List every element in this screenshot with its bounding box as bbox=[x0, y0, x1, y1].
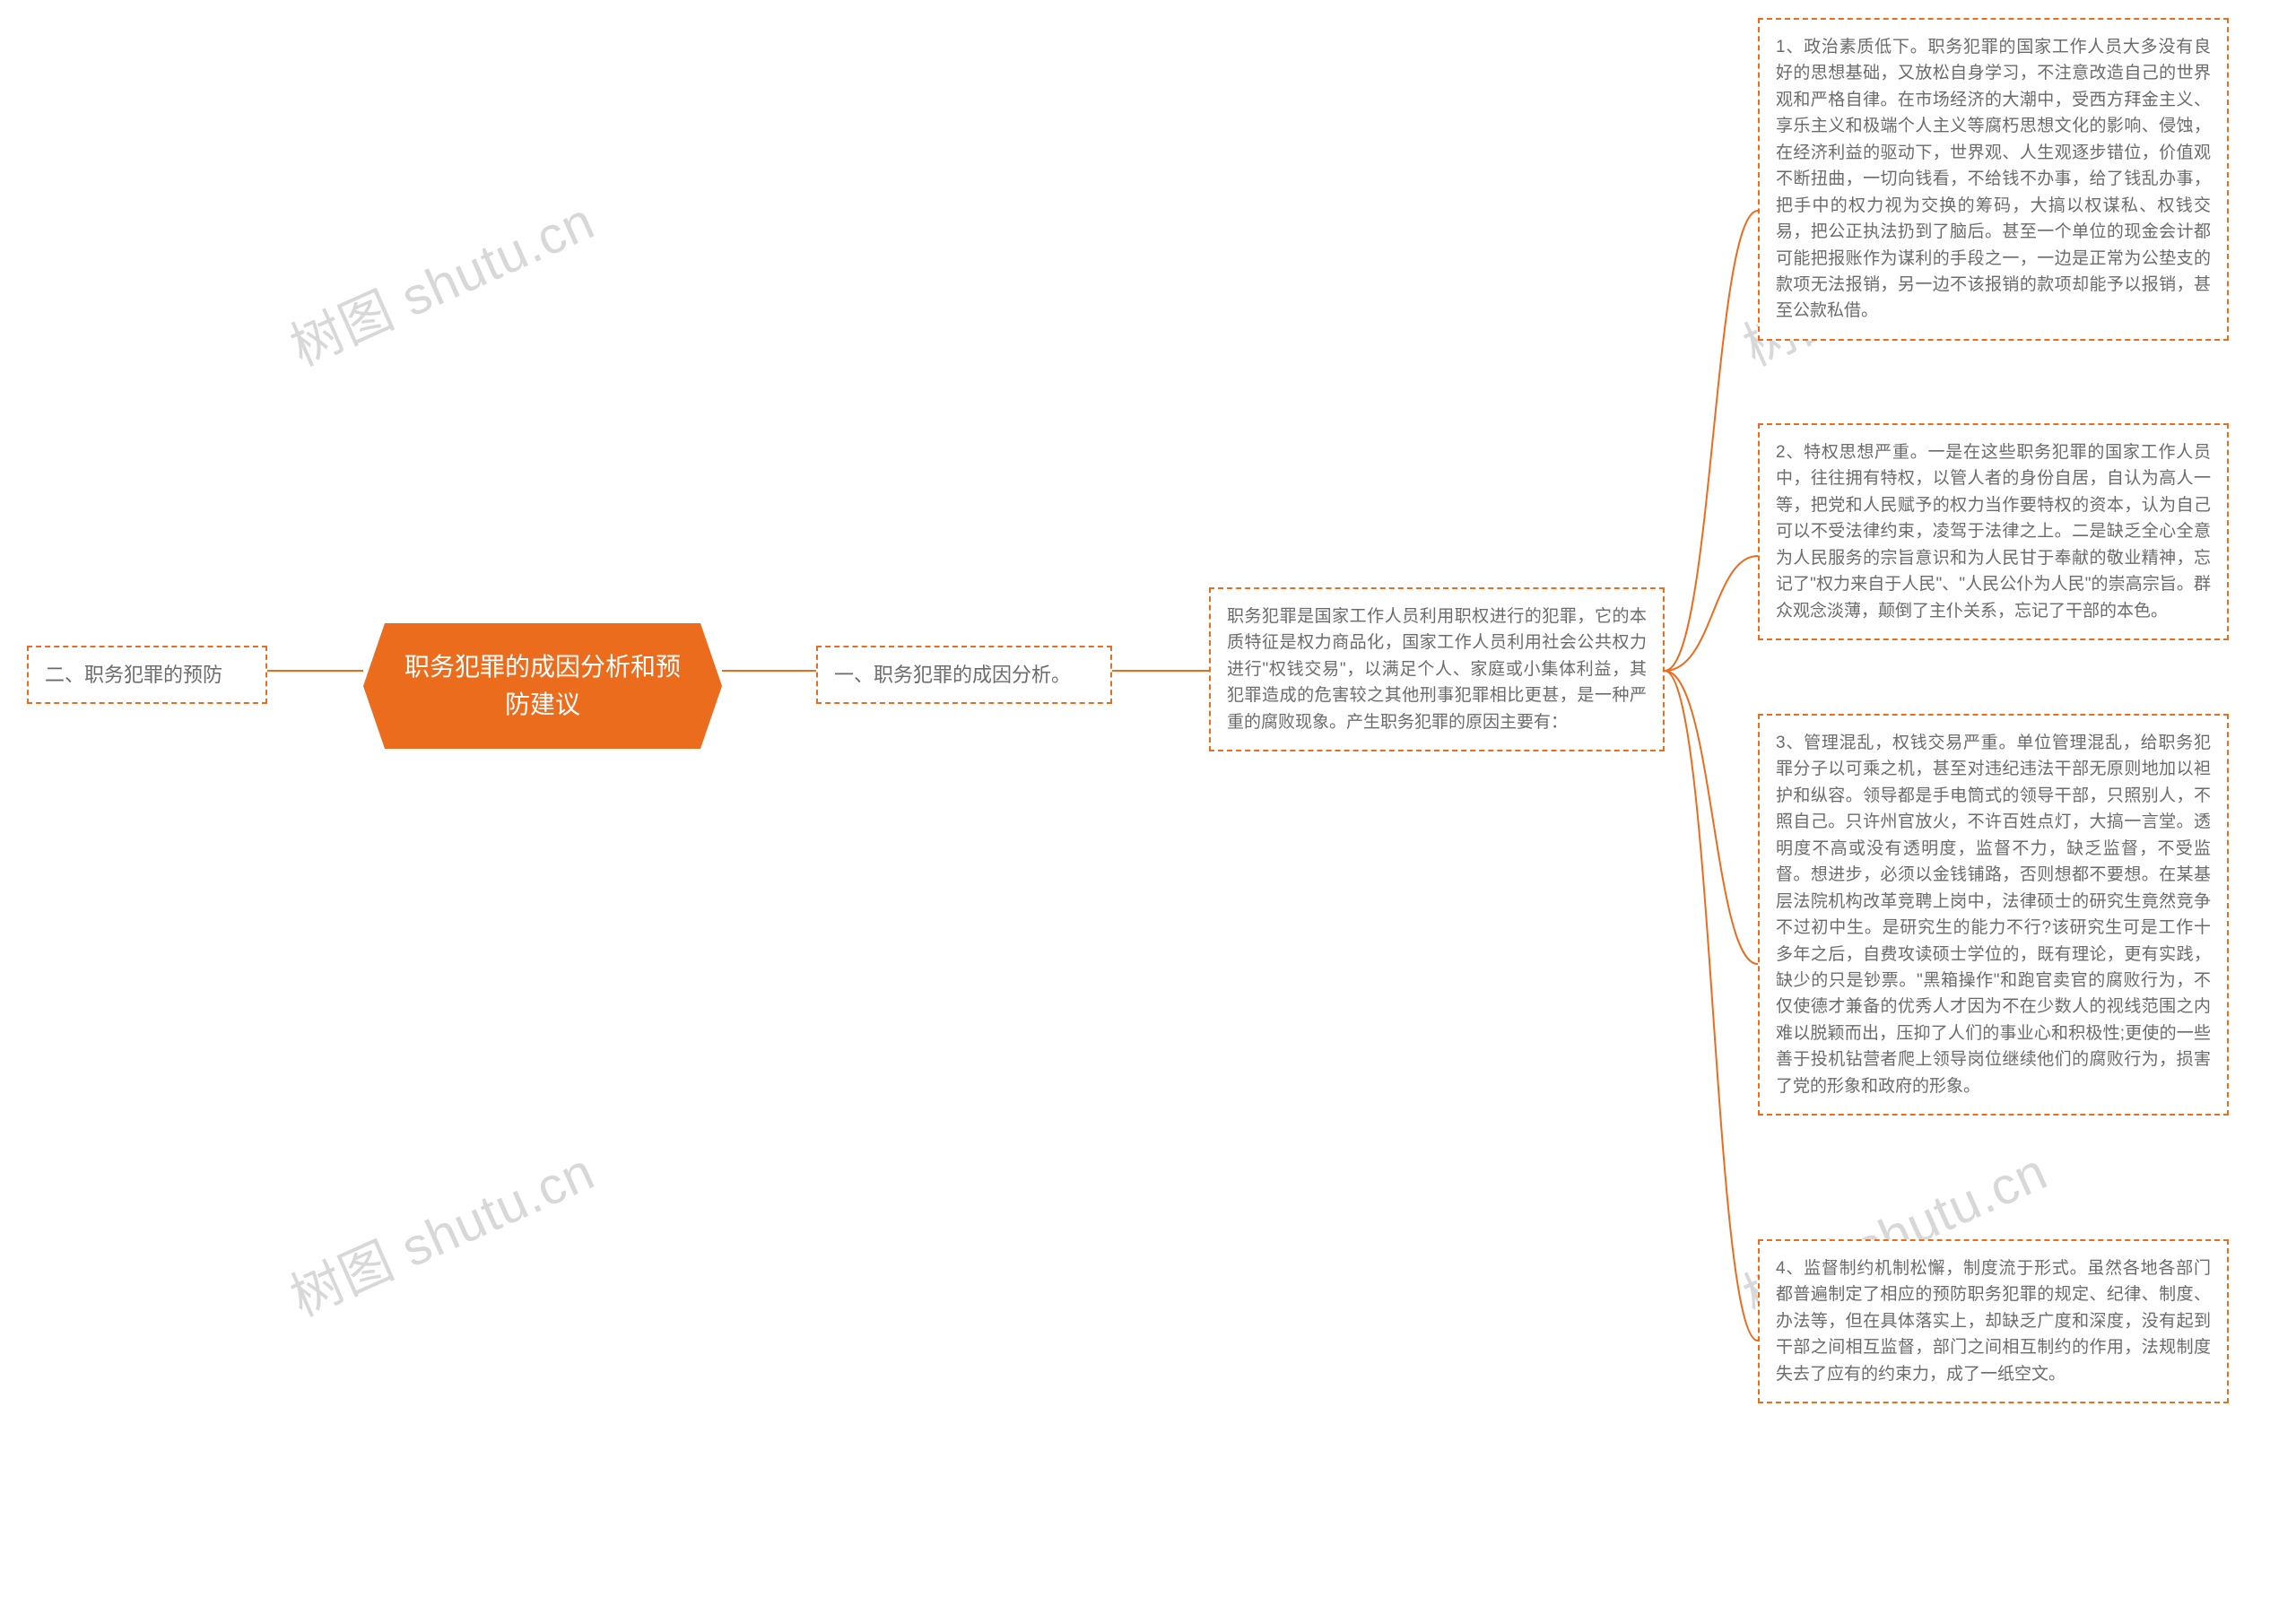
leaf-node-4[interactable]: 4、监督制约机制松懈，制度流于形式。虽然各地各部门都普遍制定了相应的预防职务犯罪… bbox=[1758, 1239, 2229, 1403]
leaf-node-2[interactable]: 2、特权思想严重。一是在这些职务犯罪的国家工作人员中，往往拥有特权，以管人者的身… bbox=[1758, 423, 2229, 640]
leaf-node-1[interactable]: 1、政治素质低下。职务犯罪的国家工作人员大多没有良好的思想基础，又放松自身学习，… bbox=[1758, 18, 2229, 341]
branch-node-prevention[interactable]: 二、职务犯罪的预防 bbox=[27, 646, 267, 704]
leaf-node-3[interactable]: 3、管理混乱，权钱交易严重。单位管理混乱，给职务犯罪分子以可乘之机，甚至对违纪违… bbox=[1758, 714, 2229, 1116]
mindmap-canvas: 树图 shutu.cn 树图 shutu.cn 树图 shutu.cn 树图 s… bbox=[0, 0, 2296, 1615]
root-node[interactable]: 职务犯罪的成因分析和预防建议 bbox=[363, 623, 722, 749]
connector bbox=[1665, 211, 1758, 671]
branch-node-cause-analysis[interactable]: 一、职务犯罪的成因分析。 bbox=[816, 646, 1112, 704]
connector bbox=[1665, 556, 1758, 671]
description-node[interactable]: 职务犯罪是国家工作人员利用职权进行的犯罪，它的本质特征是权力商品化，国家工作人员… bbox=[1209, 587, 1665, 751]
connector bbox=[1665, 671, 1758, 1341]
watermark: 树图 shutu.cn bbox=[277, 1130, 604, 1331]
watermark: 树图 shutu.cn bbox=[277, 179, 604, 380]
connector bbox=[1665, 671, 1758, 964]
